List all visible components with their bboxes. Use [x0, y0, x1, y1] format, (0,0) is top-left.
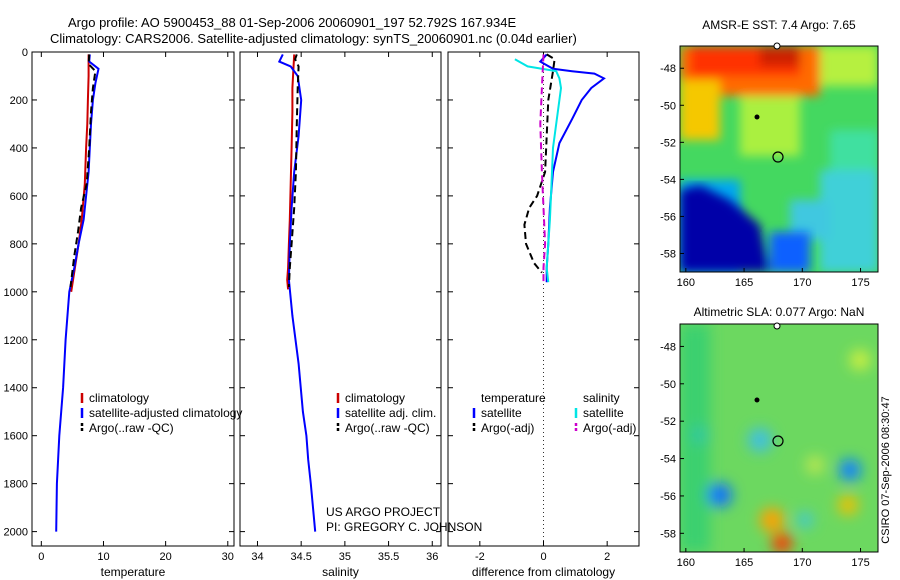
- depth-tick-label: 400: [10, 143, 28, 155]
- temperature-panel-frame: [31, 51, 235, 547]
- credit-project: US ARGO PROJECT: [326, 505, 441, 519]
- difference-legend-salinity-header: salinity: [583, 391, 620, 405]
- sla-map-field: [680, 324, 878, 552]
- depth-tick-label: 1400: [4, 383, 28, 395]
- salinity-xtick-label: 35.5: [378, 551, 399, 563]
- sla-island-marker-north: [773, 322, 781, 330]
- difference-legend-sal-satellite-label: satellite: [583, 406, 624, 420]
- map-ytick-label: -56: [660, 491, 676, 503]
- difference-legend-temp-satellite-label: satellite: [481, 406, 522, 420]
- salinity-legend-argo-label: Argo(..raw -QC): [345, 421, 430, 435]
- temperature-series-argo-raw-qc-: [69, 54, 97, 288]
- depth-tick-label: 1000: [4, 287, 28, 299]
- sst-map-field: [680, 46, 878, 272]
- difference-xtick-label: 2: [604, 551, 610, 563]
- difference-legend-temp-argo-label: Argo(-adj): [481, 421, 534, 435]
- depth-tick-label: 1600: [4, 431, 28, 443]
- difference-xaxis-label: difference from climatology: [472, 565, 615, 579]
- map-ytick-label: -50: [660, 100, 676, 112]
- sla-map-ticks: 160 165 170 175 -48 -50 -52 -54 -56 -58: [660, 341, 870, 569]
- profile-series: [55, 53, 606, 532]
- temperature-series-satellite-adjusted-climatology: [55, 54, 100, 532]
- figure-title-line2: Climatology: CARS2006. Satellite-adjuste…: [50, 31, 577, 46]
- salinity-xtick-label: 34: [251, 551, 263, 563]
- map-xtick-label: 165: [735, 277, 753, 289]
- map-ytick-label: -54: [660, 454, 676, 466]
- depth-tick-label: 2000: [4, 527, 28, 539]
- salinity-series-satellite-adj-clim-: [277, 53, 317, 532]
- difference-xtick-label: 0: [540, 551, 546, 563]
- map-ytick-label: -52: [660, 137, 676, 149]
- difference-series-temperature-argo-adj-: [523, 53, 556, 274]
- credit-pi: PI: GREGORY C. JOHNSON: [326, 520, 482, 534]
- sst-argo-location-marker: [772, 151, 784, 163]
- sst-map-title: AMSR-E SST: 7.4 Argo: 7.65: [702, 18, 856, 32]
- sst-map-ticks: 160 165 170 175 -48 -50 -52 -54 -56 -58: [660, 63, 870, 289]
- sla-map-title: Altimetric SLA: 0.077 Argo: NaN: [694, 305, 865, 319]
- difference-legend-sal-argo-label: Argo(-adj): [583, 421, 636, 435]
- map-xtick-label: 175: [851, 557, 869, 569]
- map-xtick-label: 165: [735, 557, 753, 569]
- difference-panel-frame: [447, 51, 640, 547]
- difference-series-salinity-argo-adj-: [539, 54, 547, 283]
- temperature-legend-satellite-label: satellite-adjusted climatology: [89, 406, 242, 420]
- map-xtick-label: 160: [677, 557, 695, 569]
- salinity-xaxis-label: salinity: [322, 565, 359, 579]
- temperature-legend-climatology-label: climatology: [89, 391, 149, 405]
- sst-island-marker-north: [773, 42, 781, 50]
- map-ytick-label: -54: [660, 174, 676, 186]
- map-xtick-label: 170: [793, 277, 811, 289]
- temperature-xtick-label: 30: [222, 551, 234, 563]
- figure-title-line1: Argo profile: AO 5900453_88 01-Sep-2006 …: [68, 15, 516, 30]
- map-ytick-label: -56: [660, 211, 676, 223]
- sla-island-marker: [754, 397, 760, 403]
- csiro-timestamp: CSIRO 07-Sep-2006 08:30:47: [880, 396, 892, 543]
- sla-argo-location-marker: [772, 435, 784, 447]
- temperature-xaxis-label: temperature: [101, 565, 166, 579]
- depth-tick-label: 600: [10, 191, 28, 203]
- difference-xtick-label: -2: [475, 551, 485, 563]
- depth-tick-label: 1200: [4, 335, 28, 347]
- map-ytick-label: -50: [660, 379, 676, 391]
- depth-tick-label: 800: [10, 239, 28, 251]
- salinity-series-argo-raw-qc-: [287, 54, 300, 288]
- sst-island-marker: [754, 114, 760, 120]
- profile-axes: 0 10 20 30temperature0200400600800100012001…: [4, 47, 639, 579]
- map-ytick-label: -58: [660, 248, 676, 260]
- map-xtick-label: 170: [793, 557, 811, 569]
- temperature-legend-argo-label: Argo(..raw -QC): [89, 421, 174, 435]
- salinity-legend-climatology-label: climatology: [345, 391, 405, 405]
- salinity-panel-frame: [239, 51, 442, 547]
- depth-tick-label: 0: [22, 47, 28, 59]
- salinity-xtick-label: 35: [339, 551, 351, 563]
- difference-series-salinity-satellite: [514, 58, 563, 283]
- difference-legend-temperature-header: temperature: [481, 391, 546, 405]
- temperature-xtick-label: 10: [97, 551, 109, 563]
- temperature-xtick-label: 20: [160, 551, 172, 563]
- map-xtick-label: 160: [677, 277, 695, 289]
- map-ytick-label: -48: [660, 341, 676, 353]
- depth-tick-label: 200: [10, 95, 28, 107]
- map-xtick-label: 175: [851, 277, 869, 289]
- map-ytick-label: -52: [660, 416, 676, 428]
- salinity-legend-satellite-label: satellite adj. clim.: [345, 406, 436, 420]
- salinity-xtick-label: 34.5: [290, 551, 311, 563]
- salinity-xtick-label: 36: [426, 551, 438, 563]
- depth-tick-label: 1800: [4, 479, 28, 491]
- map-ytick-label: -48: [660, 63, 676, 75]
- salinity-series-climatology: [286, 54, 296, 290]
- temperature-xtick-label: 0: [38, 551, 44, 563]
- map-ytick-label: -58: [660, 528, 676, 540]
